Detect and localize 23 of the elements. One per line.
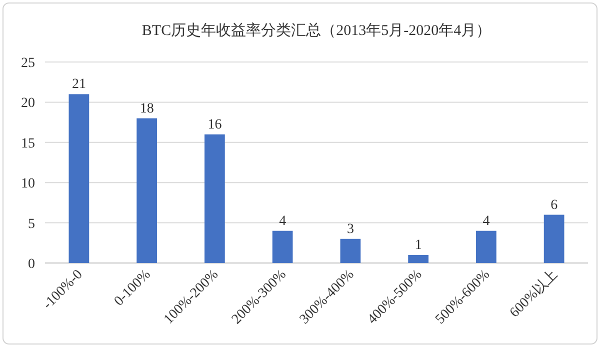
y-tick-label: 15 <box>21 136 35 152</box>
data-label: 6 <box>550 198 558 213</box>
bar <box>272 230 293 263</box>
bar <box>68 94 90 263</box>
bar <box>408 254 428 263</box>
data-label: 3 <box>346 222 354 237</box>
data-label: 4 <box>279 214 286 229</box>
data-label: 18 <box>140 101 154 116</box>
y-tick-label: 10 <box>21 176 35 192</box>
y-tick-label: 25 <box>21 56 35 71</box>
bar <box>544 214 564 263</box>
y-tick-label: 0 <box>28 257 35 272</box>
data-label: 16 <box>208 117 222 132</box>
bar <box>136 118 157 263</box>
bar <box>340 238 361 263</box>
y-tick-label: 5 <box>28 216 35 232</box>
data-label: 21 <box>72 77 86 92</box>
chart-title: BTC历史年收益率分类汇总（2013年5月-2020年4月） <box>142 22 492 39</box>
data-label: 4 <box>482 214 490 229</box>
y-tick-label: 20 <box>21 96 35 112</box>
bar <box>204 134 225 263</box>
data-label: 1 <box>414 238 422 253</box>
bar <box>476 230 496 263</box>
